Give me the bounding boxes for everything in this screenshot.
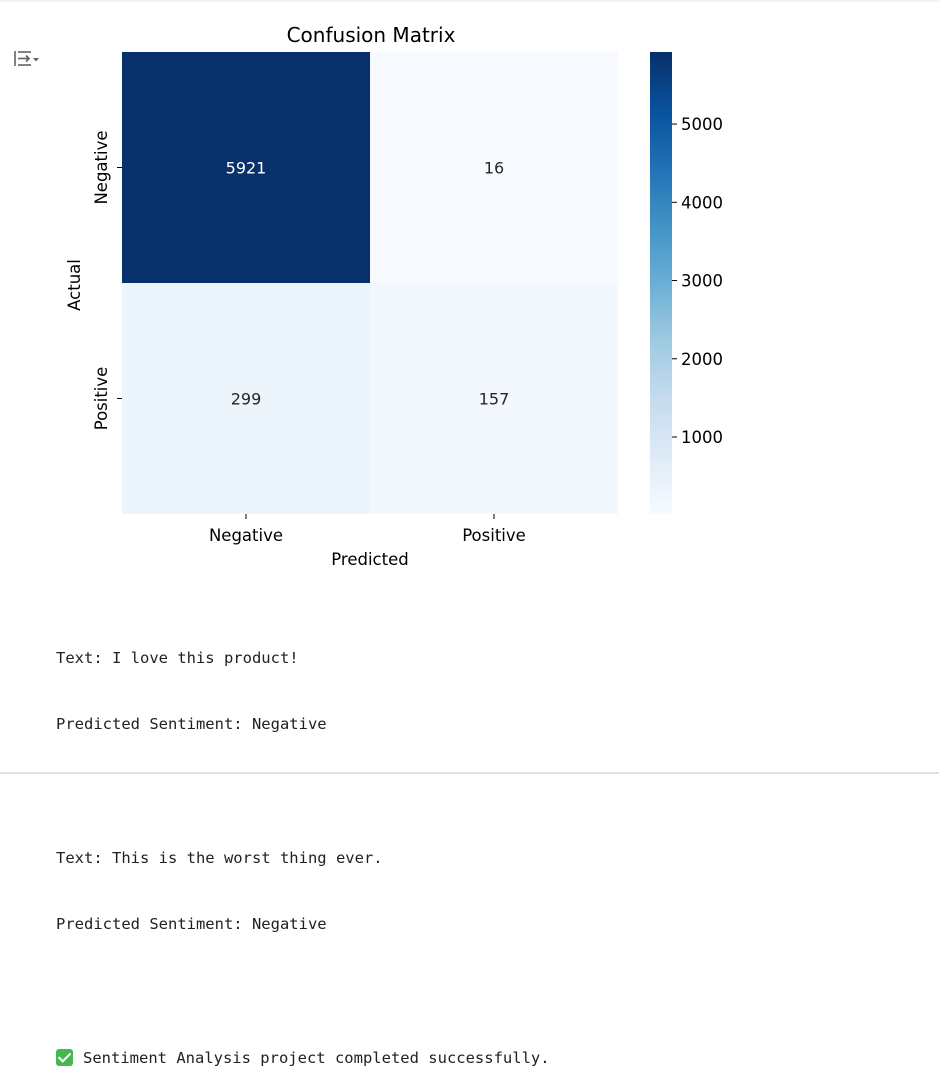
console-text-1: Text: I love this product! <box>56 649 299 667</box>
completion-line: Sentiment Analysis project completed suc… <box>56 1047 550 1069</box>
console-prediction-2: Predicted Sentiment: Negative <box>56 915 327 933</box>
heatmap-cell-labels: 5921 16 299 157 <box>226 159 510 409</box>
colorbar <box>650 52 672 514</box>
chart-title: Confusion Matrix <box>287 23 456 47</box>
heatmap-cell-1-1 <box>370 283 618 514</box>
output-settings-icon[interactable] <box>12 46 40 70</box>
console-output: Text: I love this product! Predicted Sen… <box>56 603 550 1091</box>
heatmap-cell-1-0 <box>122 283 370 514</box>
y-tick-label-0: Negative <box>92 130 111 204</box>
colorbar-ticks: 1000 2000 3000 4000 5000 <box>672 115 723 447</box>
cell-bottom-divider <box>0 772 939 774</box>
y-axis: Negative Positive <box>92 130 122 430</box>
cell-top-divider <box>0 0 939 2</box>
colorbar-tick-label-4: 5000 <box>681 115 723 134</box>
cell-value-label-1-1: 157 <box>479 390 510 409</box>
cell-value-label-0-0: 5921 <box>226 159 267 178</box>
x-tick-label-1: Positive <box>462 526 526 545</box>
confusion-matrix-chart: Confusion Matrix 5921 16 299 157 Negative Po… <box>65 23 723 569</box>
cell-value-label-1-0: 299 <box>231 390 262 409</box>
cell-value-label-0-1: 16 <box>484 159 504 178</box>
colorbar-tick-label-2: 3000 <box>681 272 723 291</box>
check-mark-icon <box>56 1049 73 1066</box>
console-prediction-1: Predicted Sentiment: Negative <box>56 715 327 733</box>
x-tick-label-0: Negative <box>209 526 283 545</box>
y-axis-label: Actual <box>65 259 84 311</box>
heatmap-cells <box>122 52 618 514</box>
x-axis: Negative Positive <box>209 514 526 545</box>
completion-message: Sentiment Analysis project completed suc… <box>83 1049 550 1067</box>
colorbar-tick-label-3: 4000 <box>681 193 723 212</box>
y-tick-label-1: Positive <box>92 367 111 431</box>
console-text-2: Text: This is the worst thing ever. <box>56 849 383 867</box>
heatmap-cell-0-1 <box>370 52 618 283</box>
colorbar-tick-label-1: 2000 <box>681 350 723 369</box>
colorbar-tick-label-0: 1000 <box>681 428 723 447</box>
x-axis-label: Predicted <box>331 550 408 569</box>
heatmap-cell-0-0 <box>122 52 370 283</box>
